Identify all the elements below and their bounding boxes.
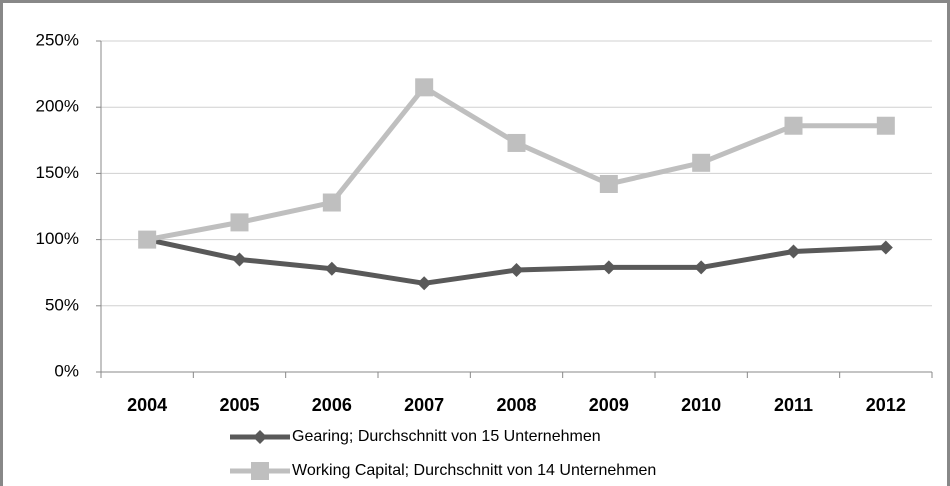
legend-label: Gearing; Durchschnitt von 15 Unternehmen <box>292 428 601 445</box>
x-tick-label: 2012 <box>866 395 906 415</box>
marker <box>692 153 711 172</box>
x-tick-label: 2008 <box>496 395 536 415</box>
marker <box>417 276 432 291</box>
x-tick-label: 2005 <box>219 395 259 415</box>
y-tick-label: 0% <box>54 361 79 380</box>
marker <box>784 116 803 135</box>
x-tick-label: 2011 <box>774 395 813 415</box>
x-tick-label: 2009 <box>589 395 629 415</box>
marker <box>232 252 247 267</box>
marker <box>786 244 801 259</box>
y-tick-label: 50% <box>45 295 79 314</box>
marker <box>251 462 269 480</box>
x-tick-label: 2004 <box>127 395 167 415</box>
marker <box>601 260 616 275</box>
x-tick-label: 2007 <box>404 395 444 415</box>
marker <box>322 193 341 212</box>
y-tick-label: 250% <box>36 30 79 49</box>
marker <box>878 240 893 255</box>
marker <box>694 260 709 275</box>
marker <box>876 116 895 135</box>
marker <box>509 263 524 278</box>
marker <box>138 230 157 249</box>
marker <box>599 174 618 193</box>
x-tick-label: 2010 <box>681 395 721 415</box>
y-tick-label: 150% <box>36 163 79 182</box>
legend-label: Working Capital; Durchschnitt von 14 Unt… <box>292 462 656 479</box>
marker <box>507 133 526 152</box>
marker <box>324 261 339 276</box>
y-tick-label: 200% <box>36 97 79 116</box>
marker <box>253 430 267 444</box>
marker <box>230 213 249 232</box>
marker <box>415 78 434 97</box>
x-tick-label: 2006 <box>312 395 352 415</box>
y-tick-label: 100% <box>36 229 79 248</box>
